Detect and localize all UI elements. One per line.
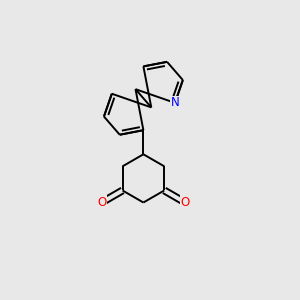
Text: O: O xyxy=(97,196,106,209)
Text: N: N xyxy=(171,96,179,109)
Text: O: O xyxy=(181,196,190,209)
